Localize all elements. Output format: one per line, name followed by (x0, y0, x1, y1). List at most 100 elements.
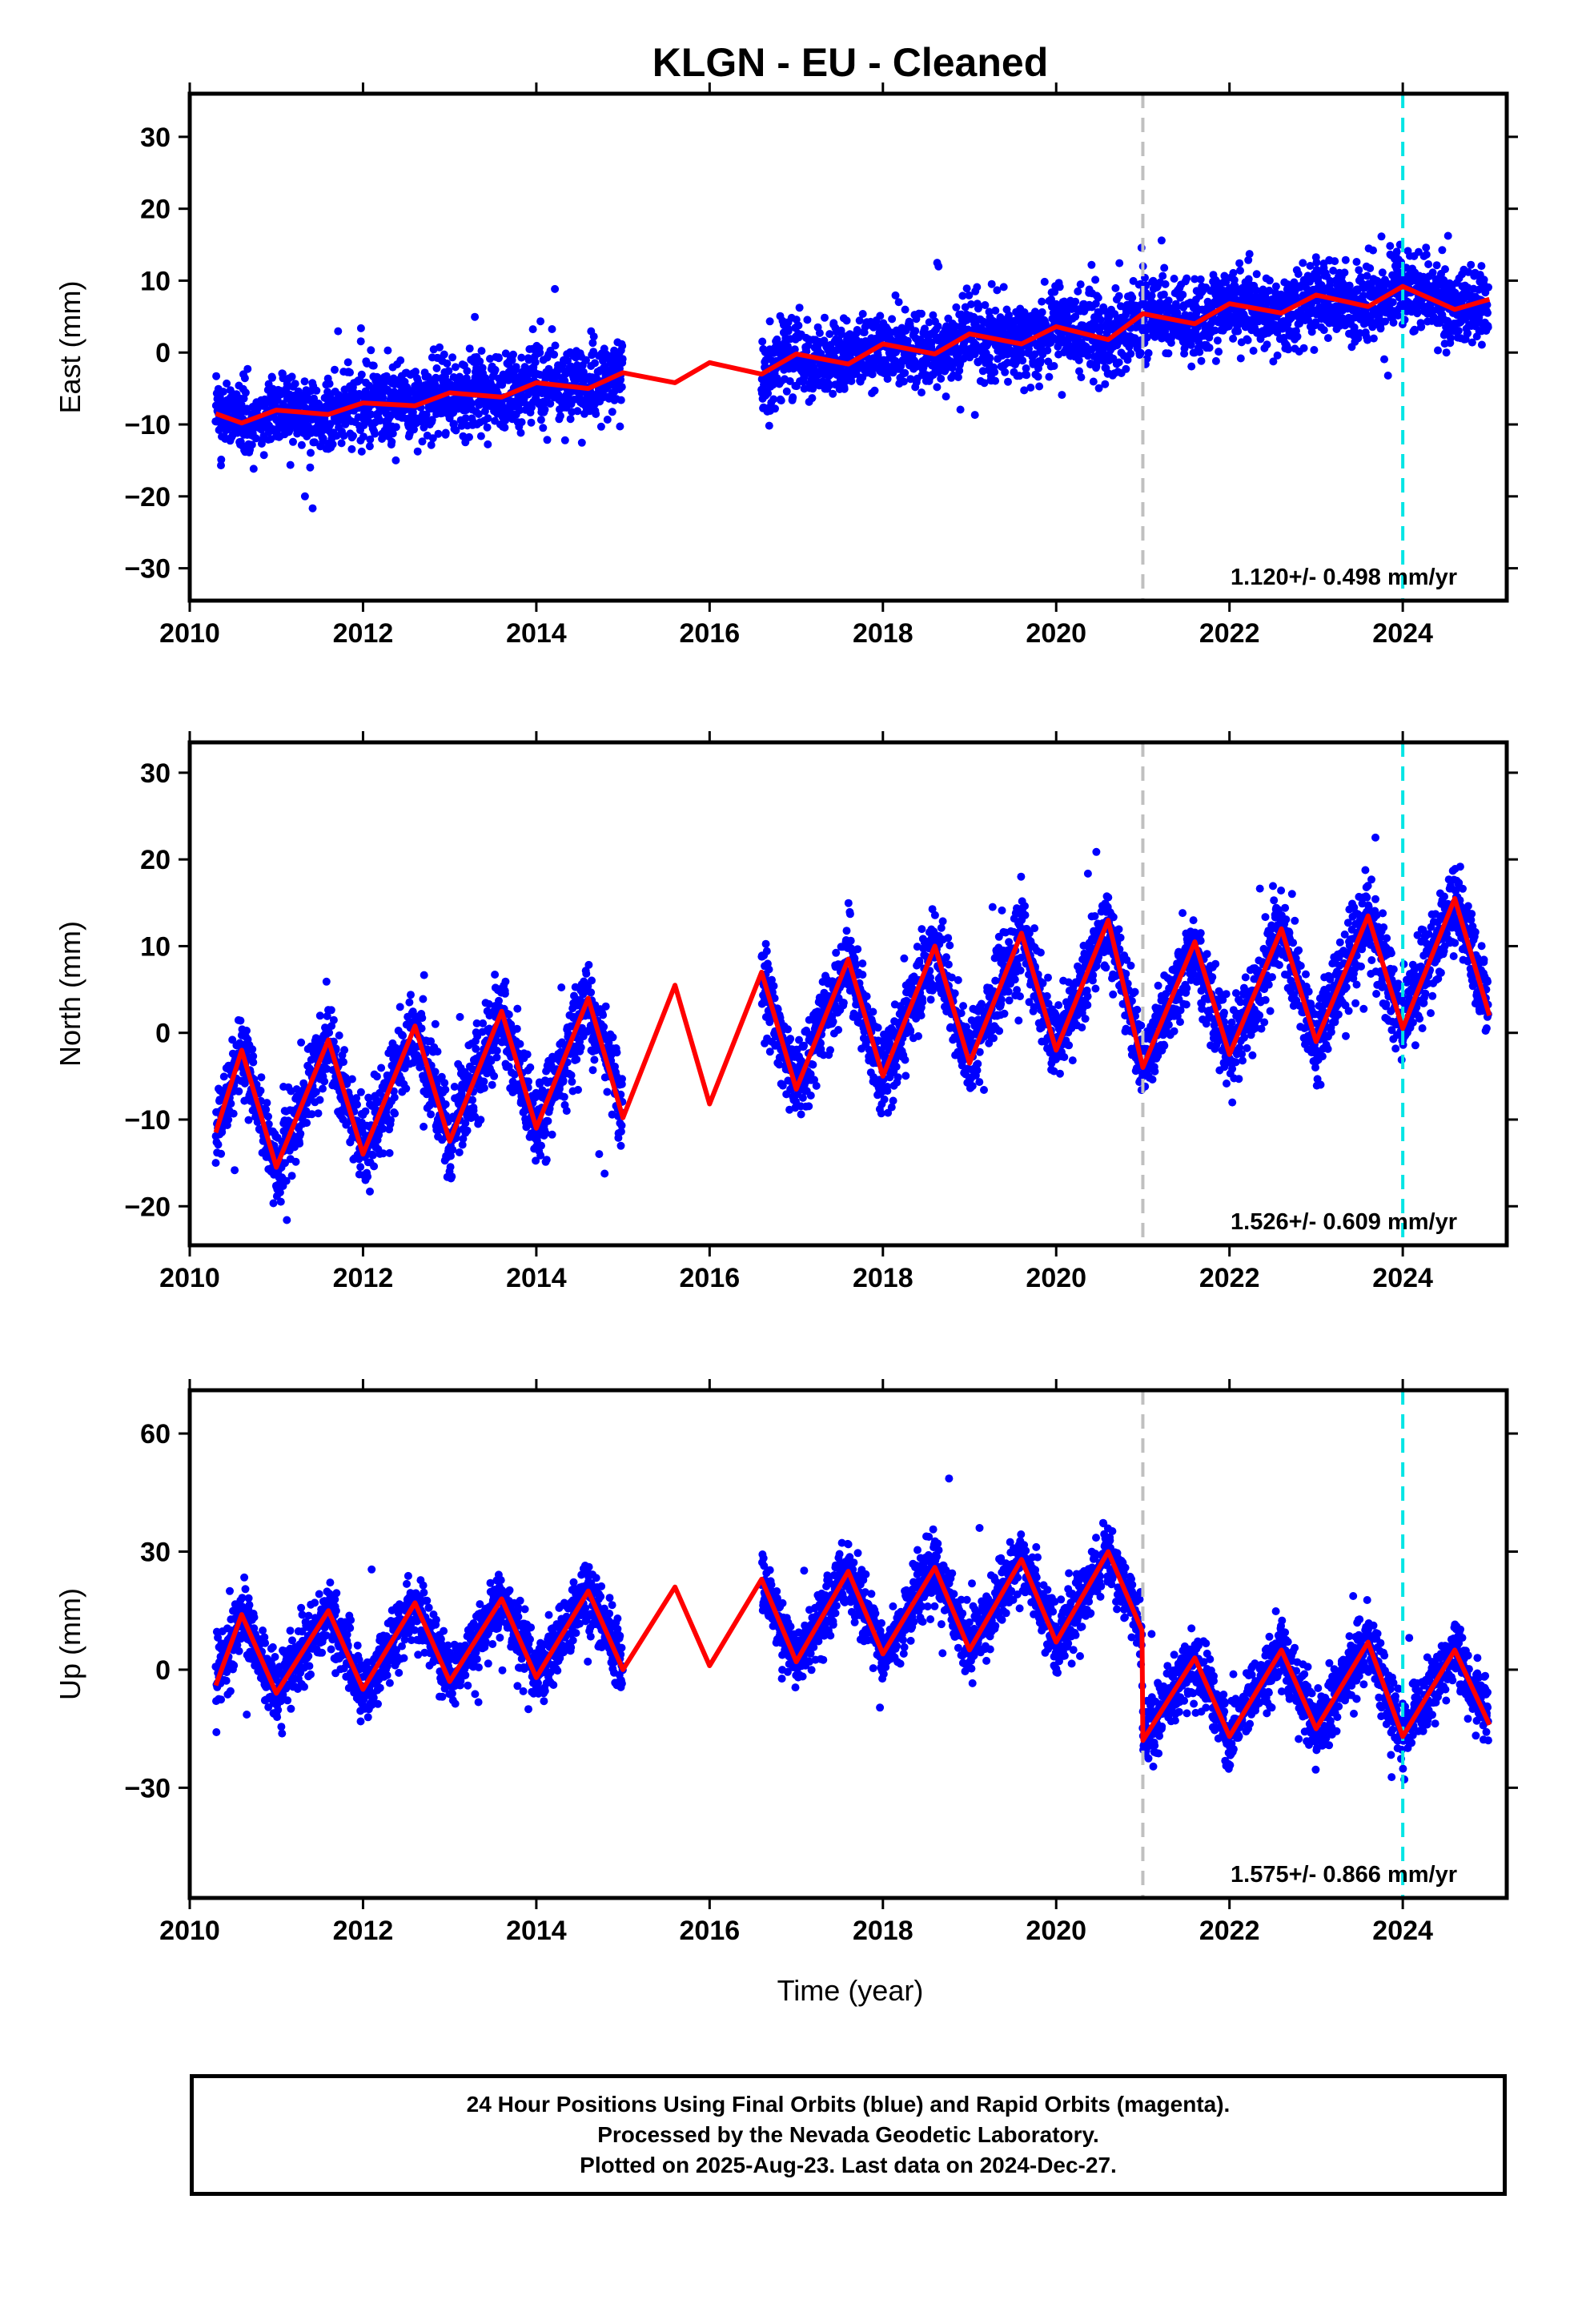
rate-label-east: 1.120+/- 0.498 mm/yr (1231, 565, 1457, 590)
data-point (418, 437, 427, 446)
data-point (901, 305, 909, 314)
data-point (248, 1045, 257, 1054)
data-point (894, 298, 903, 307)
data-point (1036, 356, 1045, 365)
data-point (441, 1100, 450, 1108)
data-point (1071, 297, 1080, 306)
data-point (942, 392, 950, 401)
data-point (366, 435, 375, 444)
y-tick-label-10: 10 (140, 931, 171, 962)
data-point (883, 375, 892, 384)
data-point (1230, 275, 1239, 284)
data-point (1040, 277, 1049, 286)
data-point (1222, 278, 1231, 287)
data-point (1111, 283, 1120, 292)
data-point (339, 432, 348, 440)
plot-area-east (211, 94, 1492, 601)
data-point (428, 434, 437, 443)
data-point (1087, 260, 1096, 269)
data-point (1038, 297, 1046, 306)
data-point (540, 399, 548, 408)
data-point (1094, 293, 1102, 302)
data-point (1147, 292, 1156, 300)
data-point (512, 363, 520, 372)
data-point (1042, 320, 1050, 329)
data-point (892, 348, 901, 356)
data-point (479, 1019, 488, 1027)
data-point (1245, 250, 1254, 259)
panel-east: 2010 2012 2014 2016 2018 2020 2022 2024−30−20−1… (54, 82, 1518, 649)
data-point (771, 404, 779, 413)
data-point (1020, 386, 1029, 395)
data-point (888, 315, 897, 324)
data-point (588, 339, 597, 348)
data-point (933, 383, 942, 392)
data-point (929, 311, 938, 320)
plot-area-north (211, 742, 1492, 1245)
chart-title: KLGN - EU - Cleaned (652, 40, 1048, 85)
data-point (1050, 362, 1058, 370)
data-point (573, 407, 582, 416)
data-point (1161, 279, 1170, 288)
data-point (1178, 291, 1187, 299)
data-point (1293, 332, 1302, 341)
data-point (1022, 371, 1031, 380)
data-point (405, 998, 414, 1007)
data-point (516, 406, 524, 415)
data-point (315, 1011, 324, 1020)
data-point (212, 372, 221, 380)
data-point (991, 306, 1000, 315)
data-point (1377, 232, 1386, 241)
data-point (616, 422, 624, 431)
data-point (1083, 352, 1092, 360)
data-point (803, 316, 812, 324)
data-point (840, 384, 849, 393)
data-point (1363, 336, 1371, 344)
data-point (617, 383, 626, 392)
data-point (1265, 286, 1274, 295)
data-point (1299, 259, 1307, 267)
data-point (993, 286, 1002, 295)
data-point (536, 348, 544, 357)
data-point (825, 330, 834, 339)
data-point (855, 316, 864, 325)
data-point (356, 324, 365, 332)
data-point (965, 291, 974, 300)
data-point (1005, 311, 1014, 320)
data-point (1477, 262, 1486, 271)
data-point (217, 461, 225, 470)
data-point (858, 310, 867, 318)
data-point (399, 1031, 408, 1040)
data-point (1096, 316, 1105, 324)
data-point (556, 412, 564, 420)
data-point (1269, 357, 1278, 366)
x-tick-label-2018: 2018 (853, 618, 913, 649)
panel-north: 2010 2012 2014 2016 2018 2020 2022 2024−20−1001… (54, 731, 1518, 1293)
data-point (211, 1159, 220, 1168)
data-point (847, 376, 856, 385)
data-point (1055, 283, 1064, 292)
data-point (1340, 268, 1349, 277)
data-point (1164, 349, 1173, 358)
data-point (589, 332, 598, 341)
data-point (536, 416, 545, 424)
data-point (1312, 258, 1321, 267)
data-point (1306, 262, 1315, 270)
data-point (1126, 349, 1135, 358)
data-point (343, 358, 352, 367)
data-point (456, 1012, 464, 1021)
data-point (1149, 276, 1158, 285)
data-point (335, 1031, 343, 1039)
data-point (339, 1058, 347, 1067)
data-point (458, 1140, 467, 1149)
data-point (765, 421, 773, 430)
data-point (448, 1145, 457, 1154)
data-point (616, 376, 625, 384)
data-point (899, 377, 908, 386)
data-point (1447, 334, 1455, 343)
data-point (296, 1129, 305, 1138)
data-point (790, 345, 799, 354)
data-point (340, 1046, 349, 1055)
data-point (1480, 275, 1488, 284)
data-point (1094, 384, 1103, 392)
